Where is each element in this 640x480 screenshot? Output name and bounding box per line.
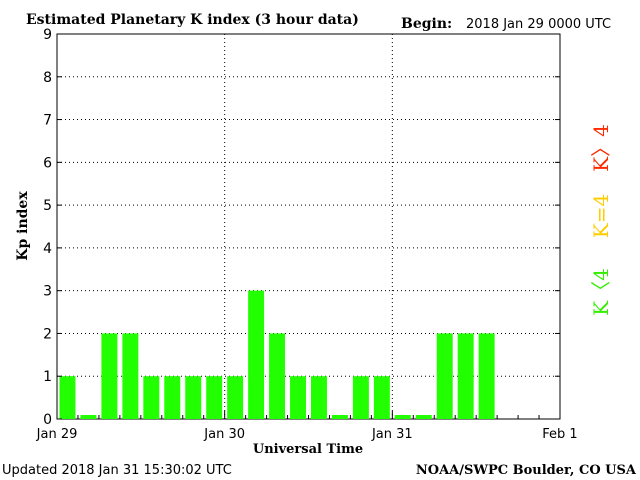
y-tick-label: 4	[43, 241, 52, 257]
begin-label: Begin:	[401, 16, 452, 32]
y-tick-label: 3	[43, 284, 52, 300]
y-tick-label: 7	[43, 113, 52, 129]
chart-title: Estimated Planetary K index (3 hour data…	[26, 12, 359, 28]
credit-text: NOAA/SWPC Boulder, CO USA	[416, 463, 637, 478]
kp-bar	[436, 333, 453, 419]
x-tick-label: Feb 1	[542, 427, 577, 442]
kp-bar	[185, 376, 202, 419]
legend-k-equal-4: K=4	[589, 194, 613, 238]
kp-bar	[394, 415, 411, 419]
kp-bar	[290, 376, 306, 419]
y-tick-label: 8	[43, 70, 52, 86]
x-tick-label: Jan 31	[371, 427, 413, 442]
kp-bar	[59, 376, 76, 419]
kp-bar	[415, 415, 432, 419]
x-tick-label: Jan 30	[203, 427, 245, 442]
y-tick-label: 6	[43, 155, 52, 171]
x-axis-label: Universal Time	[253, 442, 363, 457]
kp-bar	[227, 376, 244, 419]
y-tick-label: 0	[43, 412, 52, 428]
kp-bar	[457, 333, 474, 419]
bars	[59, 290, 495, 419]
legend-k-below-4: K〈4	[589, 268, 613, 316]
y-tick-label: 5	[43, 198, 52, 214]
y-tick-label: 1	[43, 369, 52, 385]
kp-bar	[311, 376, 327, 419]
begin-value: 2018 Jan 29 0000 UTC	[466, 17, 611, 32]
kp-bar	[478, 333, 495, 419]
kp-bar	[206, 376, 223, 419]
kp-bar	[164, 376, 181, 419]
kp-bar	[80, 415, 97, 419]
kp-bar	[122, 333, 139, 419]
kp-bar	[373, 376, 390, 419]
y-tick-label: 2	[43, 326, 52, 342]
kp-bar	[352, 376, 369, 419]
legend-k-above-4: K〉4	[589, 124, 613, 172]
grid-lines	[57, 34, 560, 419]
kp-bar	[248, 290, 265, 419]
x-axis-ticks: Jan 29 Jan 30 Jan 31 Feb 1	[36, 411, 578, 442]
kp-bar	[101, 333, 118, 419]
kp-bar	[143, 376, 160, 419]
x-tick-label: Jan 29	[36, 427, 78, 442]
kp-bar	[269, 333, 286, 419]
y-axis-label: Kp index	[15, 191, 31, 261]
kp-bar	[331, 415, 348, 419]
y-tick-label: 9	[43, 27, 52, 43]
updated-timestamp: Updated 2018 Jan 31 15:30:02 UTC	[2, 463, 232, 478]
y-axis-ticks: 0 1 2 3 4 5 6 7 8 9	[43, 27, 560, 428]
